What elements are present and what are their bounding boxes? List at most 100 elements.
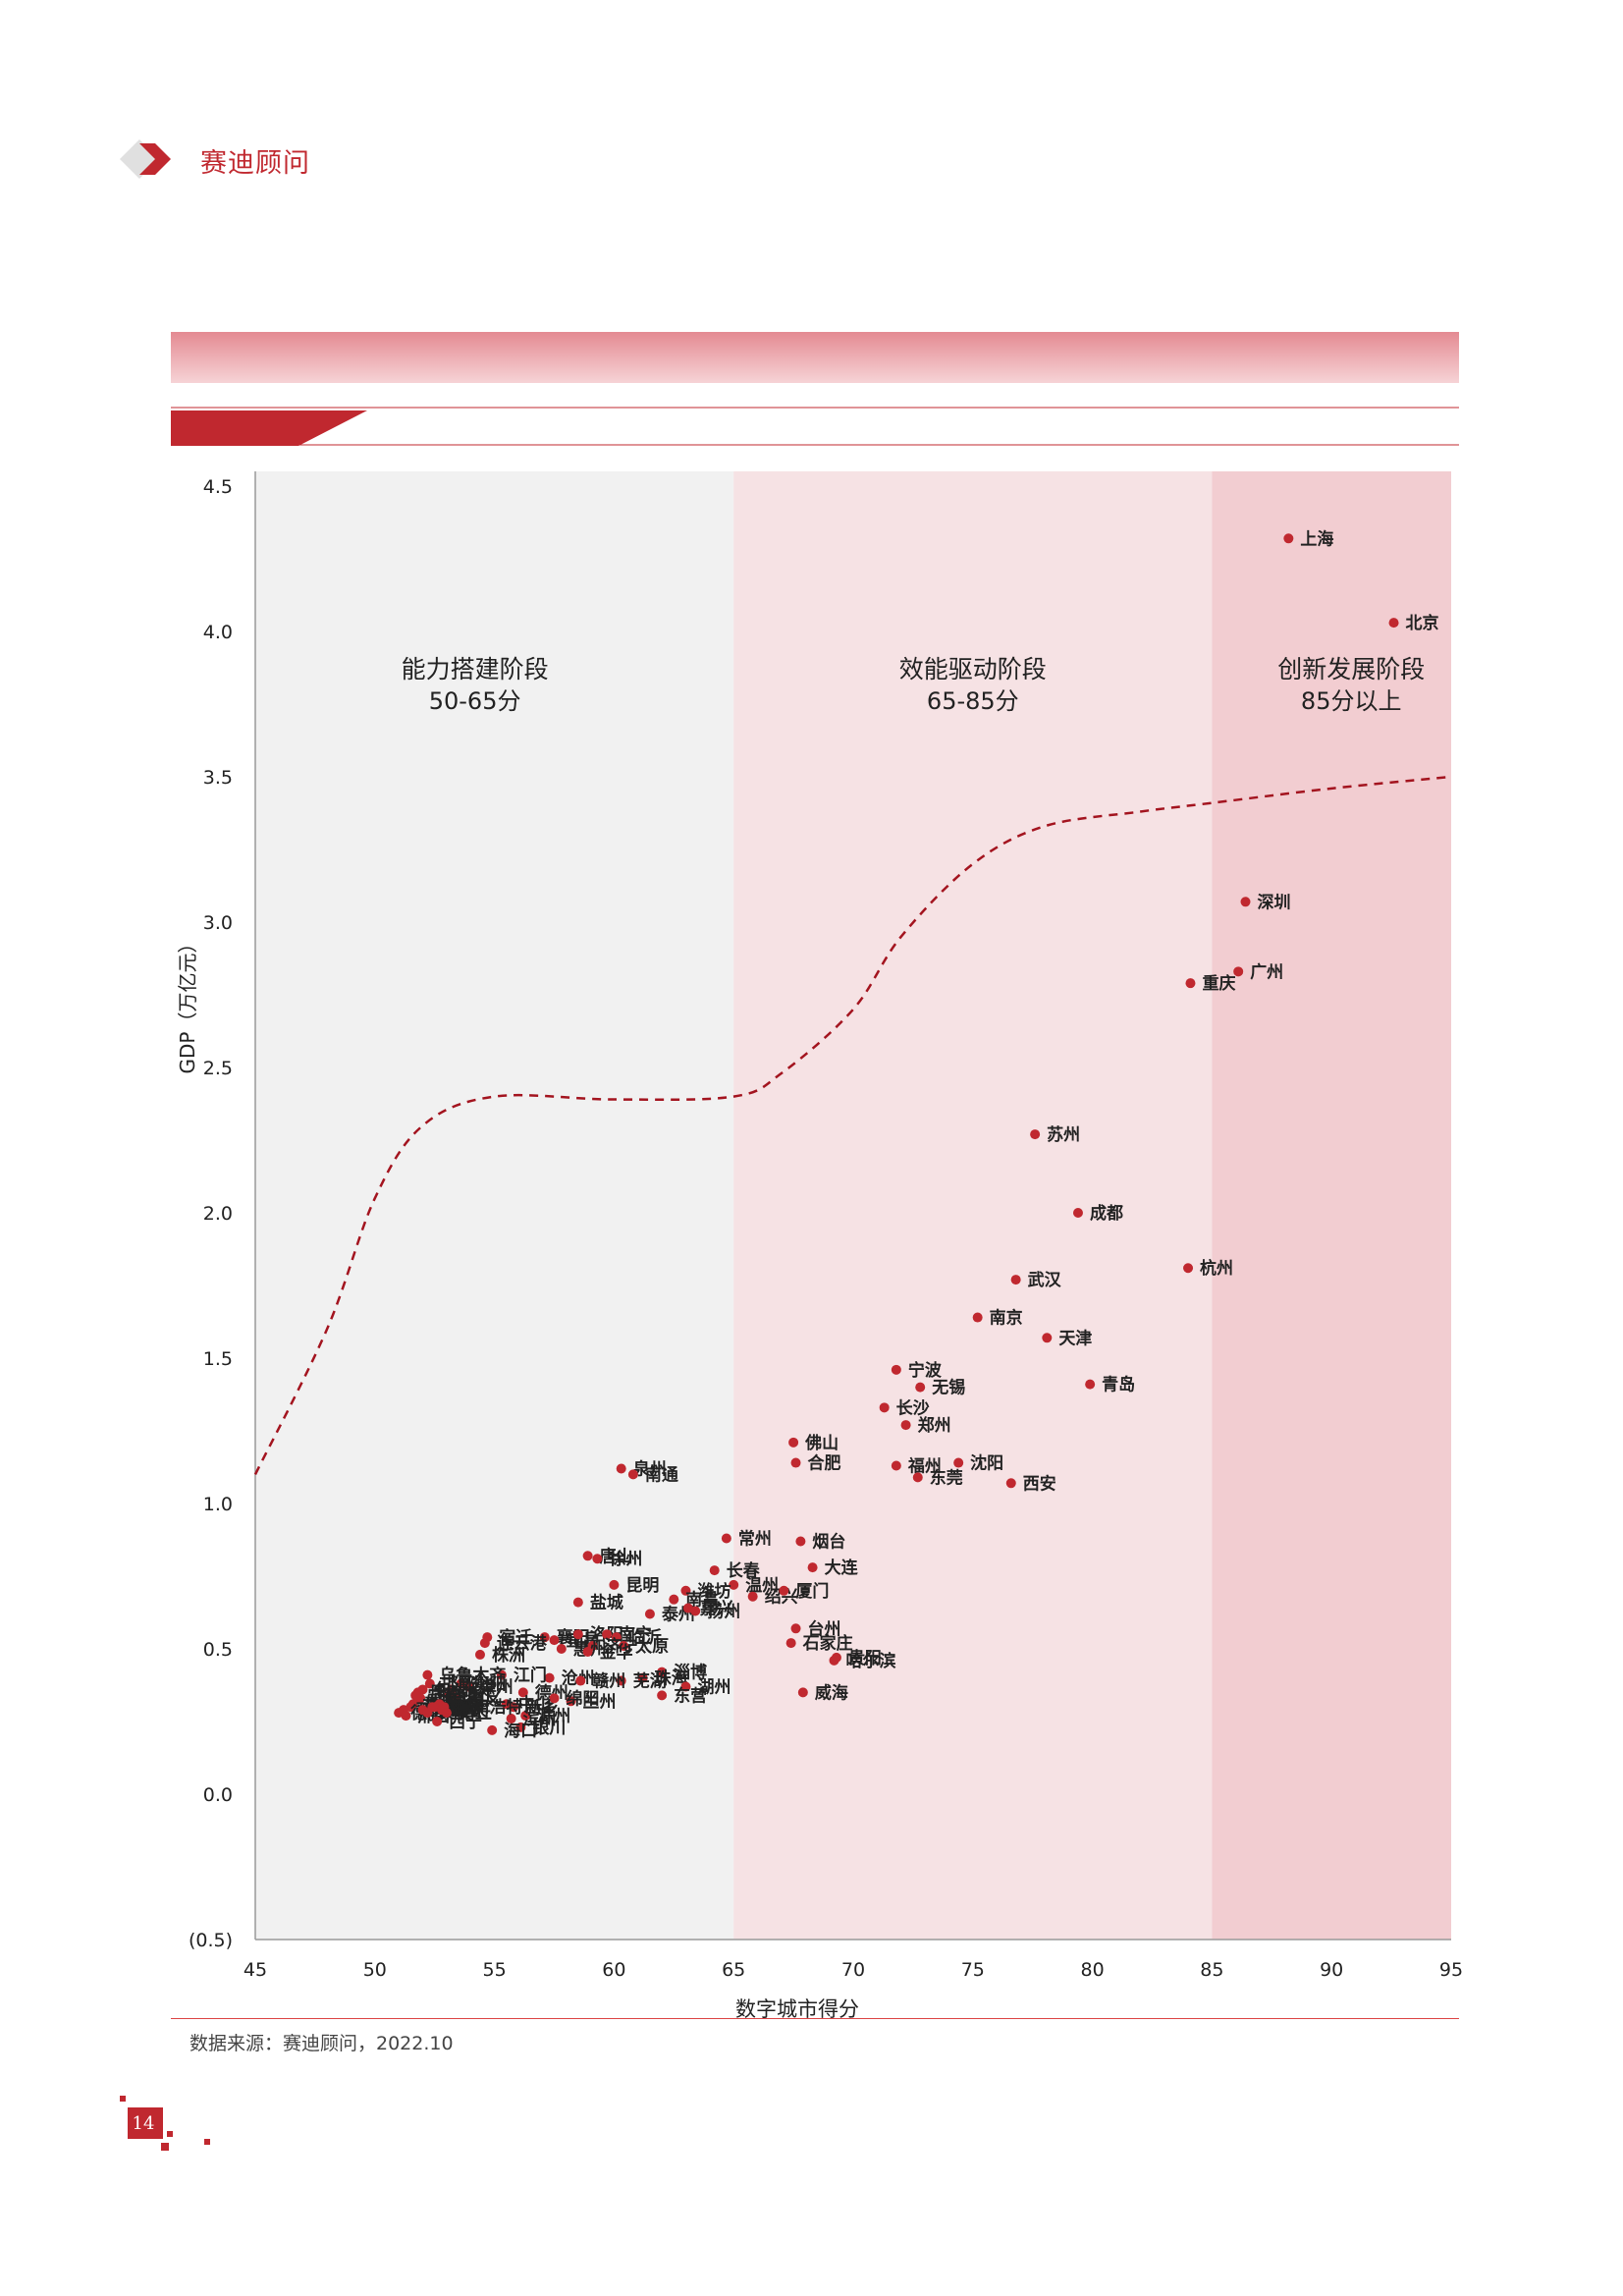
data-point-label: 苏州 [1047,1124,1080,1145]
data-point [501,1699,512,1710]
data-point-label: 东莞 [930,1467,963,1488]
data-point-label: 宜春 [447,1697,480,1718]
x-axis-title: 数字城市得分 [735,1997,859,2021]
data-point-label: 大连 [825,1558,859,1578]
data-point [544,1672,555,1683]
data-point [1010,1275,1021,1285]
data-point-label: 兰州 [583,1691,617,1712]
data-point [657,1690,668,1701]
data-point [797,1687,808,1698]
data-point-label: 南宁 [619,1624,652,1645]
data-point [424,1678,435,1689]
page-number: 14 [132,2113,155,2134]
data-point [582,1646,593,1657]
y-tick-label: 3.0 [203,912,233,934]
data-point [1183,1263,1194,1274]
data-point [451,1693,461,1704]
stage-zone-2 [1212,471,1451,1940]
stage-zone-0 [255,471,734,1940]
data-point-label: 宁波 [908,1360,943,1381]
data-point-label: 金华 [599,1642,633,1663]
data-point [401,1711,411,1722]
data-point [879,1402,890,1413]
data-point-label: 江门 [514,1666,547,1686]
data-point-label: 湖州 [697,1677,730,1697]
data-point-label: 常州 [738,1529,772,1550]
data-point-label: 成都 [1090,1203,1123,1224]
data-point-label: 大庆 [444,1697,477,1718]
data-point-label: 南通 [645,1464,678,1485]
data-point [572,1597,583,1608]
stage-zone-range: 50-65分 [429,687,521,715]
x-tick-label: 80 [1081,1959,1105,1981]
x-tick-label: 45 [243,1959,267,1981]
data-point-label: 长春 [727,1560,760,1581]
y-tick-label: (0.5) [189,1930,233,1951]
data-point [1185,978,1196,989]
data-point-label: 佛山 [804,1433,839,1453]
data-point [496,1669,507,1680]
data-point [900,1420,911,1431]
stage-zone-range: 85分以上 [1301,687,1402,715]
data-point-label: 石家庄 [802,1633,853,1654]
data-point-label: 杭州 [1200,1258,1233,1279]
x-tick-label: 90 [1320,1959,1343,1981]
data-point-label: 唐山 [600,1546,633,1566]
data-point [1085,1379,1096,1390]
data-point-label: 南昌 [685,1590,719,1611]
data-point-label: 泉州 [632,1458,667,1479]
data-point [549,1693,560,1704]
x-tick-label: 95 [1439,1959,1463,1981]
data-point-label: 徐州 [608,1549,642,1569]
data-point-label: 上海 [1300,528,1333,549]
data-point [456,1678,466,1689]
data-point [779,1585,789,1596]
y-tick-label: 4.0 [203,622,233,643]
stage-zone-range: 65-85分 [927,687,1019,715]
data-point [915,1382,926,1393]
section-subheader-band [171,407,1459,446]
brand-logo-icon [120,139,171,179]
data-point-label: 保定 [462,1679,497,1700]
data-point [790,1457,801,1468]
data-point-label: 嘉兴 [699,1599,733,1619]
data-point [410,1690,421,1701]
data-point-label: 贵阳 [848,1648,882,1668]
data-point [1042,1333,1053,1343]
x-tick-label: 60 [602,1959,625,1981]
data-point [549,1635,560,1646]
data-point [709,1565,720,1576]
data-point-label: 滁州 [537,1706,570,1726]
stage-zone-title: 能力搭建阶段 [402,655,549,683]
data-point-label: 阜阳 [452,1694,485,1715]
data-point [637,1672,648,1683]
y-tick-label: 1.0 [203,1494,233,1515]
data-point-label: 邯郸 [442,1674,475,1695]
data-point [609,1579,620,1590]
data-point [539,1632,550,1643]
data-point-label: 昆明 [625,1576,659,1596]
data-point [627,1469,638,1480]
data-point-label: 扬州 [707,1602,740,1622]
source-note: 数据来源：赛迪顾问，2022.10 [189,2033,454,2054]
data-point-label: 北京 [1406,613,1439,633]
data-point [729,1579,739,1590]
data-point-label: 西宁 [449,1712,482,1732]
data-point [517,1687,528,1698]
data-point-label: 潍坊 [697,1581,730,1602]
data-point [441,1708,452,1719]
x-tick-label: 70 [841,1959,865,1981]
data-point-label: 珠海 [655,1668,688,1689]
data-point [912,1472,923,1483]
data-point-label: 广州 [1250,961,1283,982]
data-point [602,1629,613,1640]
data-point [592,1554,603,1564]
data-point-label: 长沙 [896,1397,930,1418]
data-point-label: 宿迁 [499,1627,532,1648]
stage-zone-title: 创新发展阶段 [1277,655,1425,683]
data-point-label: 南京 [990,1308,1023,1329]
data-point-label: 芜湖 [633,1671,667,1692]
data-point [891,1364,901,1375]
x-tick-label: 65 [722,1959,745,1981]
data-point-label: 烟台 [812,1531,845,1552]
